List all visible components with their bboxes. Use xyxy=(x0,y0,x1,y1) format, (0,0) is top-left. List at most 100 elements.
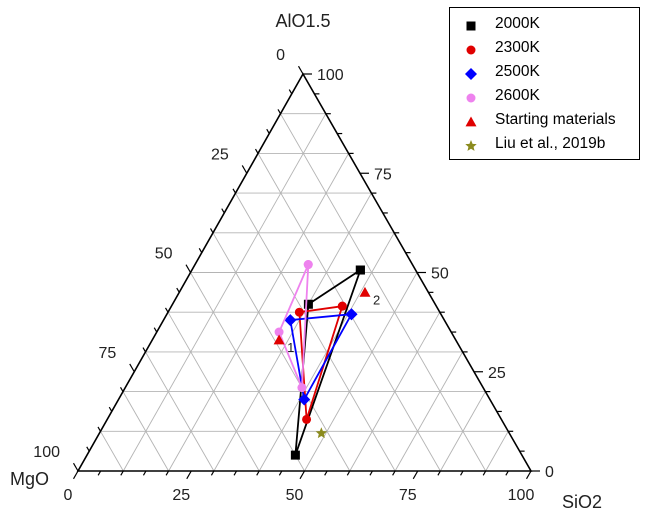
legend-label: 2000K xyxy=(495,15,540,32)
tick-mark xyxy=(369,470,373,476)
legend-item: Liu et al., 2019b xyxy=(450,134,639,158)
tick-mark xyxy=(482,470,487,476)
tick-mark xyxy=(525,470,532,480)
grid-line xyxy=(145,351,215,472)
tick-label: 25 xyxy=(211,146,229,163)
tick-label: 25 xyxy=(172,487,190,504)
legend-label: Starting materials xyxy=(495,111,616,128)
tick-label: 75 xyxy=(98,345,116,362)
series-starting-materials: 21 xyxy=(273,286,380,355)
grid-line xyxy=(440,391,486,472)
tick-mark xyxy=(392,470,396,476)
tick-mark xyxy=(288,89,293,95)
tick-mark xyxy=(505,470,509,476)
tick-label: 0 xyxy=(276,47,285,64)
series-2500k xyxy=(284,308,358,406)
data-point xyxy=(302,414,312,424)
tick-mark xyxy=(221,208,225,214)
data-point xyxy=(274,327,284,337)
tick-mark xyxy=(129,363,135,373)
tick-mark xyxy=(412,470,419,480)
tick-mark xyxy=(97,470,102,476)
tick-mark xyxy=(164,307,169,313)
grid-line xyxy=(394,351,463,472)
tick-label: 25 xyxy=(488,365,506,382)
grid-line xyxy=(485,431,509,472)
legend-marker xyxy=(465,140,477,151)
tick-mark xyxy=(324,470,328,476)
tick-mark xyxy=(278,470,283,476)
axis-labels: AlO1.5 MgO SiO2 xyxy=(10,11,602,512)
tick-mark xyxy=(176,287,180,293)
legend-label: 2500K xyxy=(495,63,540,80)
tick-mark xyxy=(254,148,259,154)
tick-mark xyxy=(108,406,113,412)
tick-label: 100 xyxy=(33,444,60,461)
tick-mark xyxy=(232,188,237,194)
tick-mark xyxy=(299,470,306,480)
tick-mark xyxy=(165,470,170,476)
tick-label: 75 xyxy=(374,166,392,183)
tick-mark xyxy=(119,386,124,392)
grid-line xyxy=(122,391,169,472)
tick-mark xyxy=(437,470,441,476)
data-point xyxy=(359,286,371,297)
grid-line xyxy=(122,113,327,472)
legend-marker-shape xyxy=(465,68,477,80)
axis-title-mgo: MgO xyxy=(10,469,49,489)
tick-label: 0 xyxy=(64,487,73,504)
tick-mark xyxy=(210,470,215,476)
legend-marker xyxy=(466,93,476,103)
data-point xyxy=(284,314,297,327)
tick-label: 100 xyxy=(317,67,344,84)
series-line xyxy=(294,269,362,456)
tick-mark xyxy=(277,109,282,115)
tick-mark xyxy=(198,248,203,253)
grid-line xyxy=(167,311,260,472)
tick-mark xyxy=(209,228,214,234)
grid-line xyxy=(190,272,305,472)
data-point xyxy=(345,308,358,321)
data-point xyxy=(290,450,300,460)
grid-line xyxy=(235,192,396,472)
tick-mark xyxy=(266,128,270,134)
grid-line xyxy=(100,431,124,472)
tick-mark xyxy=(297,65,304,75)
legend-label: 2300K xyxy=(495,39,540,56)
legend-marker xyxy=(465,116,477,127)
point-label: 1 xyxy=(287,340,294,355)
legend-marker-shape xyxy=(465,116,477,127)
tick-mark xyxy=(460,470,464,476)
tick-label: 50 xyxy=(155,246,173,263)
tick-label: 100 xyxy=(508,487,535,504)
legend-item: 2300K xyxy=(450,38,639,62)
axis-ticks: 0 25 50 75 100 0 25 50 75 100 0 25 50 75 100 xyxy=(33,47,554,504)
tick-mark xyxy=(233,470,238,476)
data-point xyxy=(337,301,347,311)
tick-mark xyxy=(72,470,79,480)
tick-label: 0 xyxy=(545,464,554,481)
legend-marker xyxy=(466,21,476,31)
tick-mark xyxy=(241,165,248,174)
legend-item: 2600K xyxy=(450,86,639,110)
data-point xyxy=(298,393,311,406)
series-line xyxy=(289,313,353,403)
grid-line xyxy=(280,113,487,472)
legend-marker-shape xyxy=(466,21,476,31)
tick-label: 75 xyxy=(399,487,417,504)
legend-label: Liu et al., 2019b xyxy=(495,135,606,152)
tick-mark xyxy=(186,470,192,480)
legend-item: Starting materials xyxy=(450,110,639,134)
tick-label: 50 xyxy=(286,487,304,504)
tick-mark xyxy=(120,470,124,476)
tick-mark xyxy=(346,470,351,476)
tick-mark xyxy=(142,347,147,353)
legend-marker-shape xyxy=(466,45,476,55)
tick-mark xyxy=(72,462,79,472)
axis-title-sio2: SiO2 xyxy=(562,492,602,512)
data-point xyxy=(294,307,304,317)
legend-item: 2500K xyxy=(450,62,639,86)
series-liu-et-al-2019b xyxy=(315,427,328,439)
point-label: 2 xyxy=(373,292,380,307)
